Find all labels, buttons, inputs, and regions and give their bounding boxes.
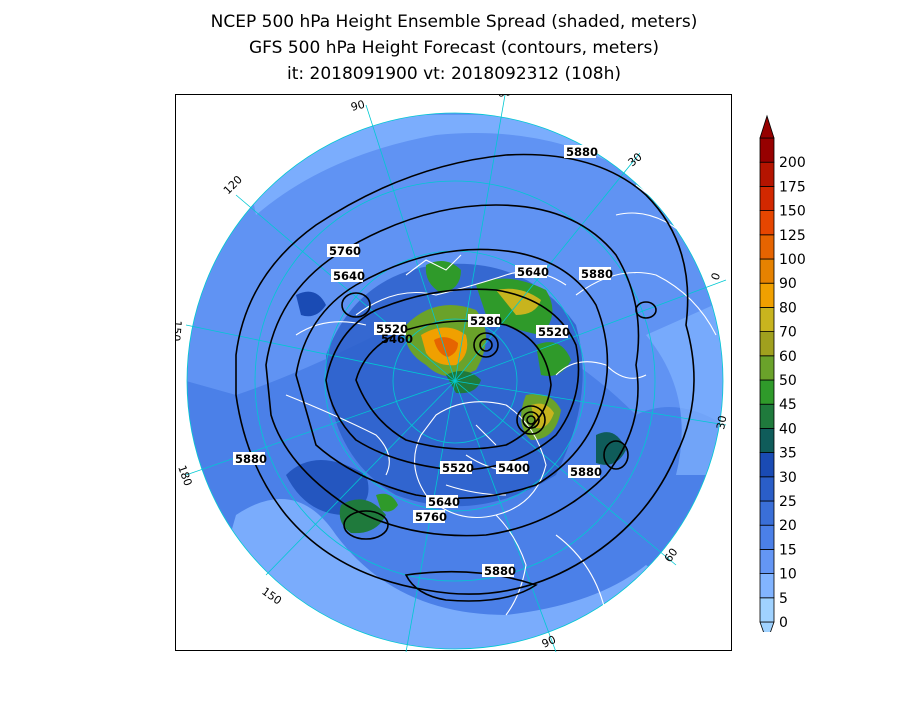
contour-label: 5640 [428,495,460,509]
contour-label: 5400 [498,461,530,475]
colorbar-level-label: 15 [779,542,797,558]
contour-label: 5520 [538,325,570,339]
colorbar-level-label: 5 [779,591,788,607]
colorbar-level-label: 0 [779,615,788,631]
colorbar-level-label: 80 [779,300,797,316]
colorbar-swatch [759,355,775,381]
colorbar-level-label: 40 [779,421,797,437]
title-line-2: GFS 500 hPa Height Forecast (contours, m… [249,38,659,58]
colorbar-swatch [759,210,775,236]
colorbar: 0 5 10 15 20 25 30 35 40 45 50 60 70 80 90 100 125 150 175… [759,114,806,632]
colorbar-level-label: 10 [779,567,797,583]
colorbar-swatch [759,597,775,623]
contour-labels: 5880 5880 5760 5640 5640 5520 5460 5280 … [233,145,613,578]
colorbar-swatch [759,379,775,405]
lon-label-60-top: 60 [497,95,513,100]
spread-shading [187,113,723,649]
lon-label-0: 0 [709,271,724,282]
colorbar-swatch [759,137,775,163]
colorbar-level-label: 200 [779,155,806,171]
contour-label: 5760 [329,244,361,258]
colorbar-extend-low [759,621,775,632]
lon-label-30-right: 30 [714,414,729,430]
colorbar-level-label: 35 [779,446,797,462]
contour-label: 5880 [581,267,613,281]
contour-label: 5520 [442,461,474,475]
lon-label-90-bottom: 90 [540,633,558,651]
colorbar-swatch [759,548,775,574]
colorbar-swatch [759,427,775,453]
contour-label: 5880 [570,465,602,479]
colorbar-level-label: 175 [779,179,806,195]
colorbar-level-label: 20 [779,518,797,534]
colorbar-swatch [759,161,775,187]
contour-label: 5760 [415,510,447,524]
map-frame: 60 30 0 30 60 90 120 150 180 150 120 90 … [175,94,732,652]
colorbar-level-label: 150 [779,204,806,220]
colorbar-level-label: 125 [779,228,806,244]
contour-label: 5880 [235,452,267,466]
lon-label-150-lower: 150 [259,585,284,608]
colorbar-swatch [759,258,775,284]
lon-label-120-bottom: 120 [394,651,416,652]
colorbar-level-label: 100 [779,252,806,268]
colorbar-level-label: 45 [779,397,797,413]
colorbar-level-label: 50 [779,373,797,389]
colorbar-swatch [759,573,775,599]
contour-label: 5880 [566,145,598,159]
contour-label: 5520 [376,322,408,336]
title-line-3: it: 2018091900 vt: 2018092312 (108h) [287,64,621,84]
lon-label-90-upper: 90 [349,98,366,114]
colorbar-swatch [759,452,775,478]
contour-label: 5640 [517,265,549,279]
contour-label: 5640 [333,269,365,283]
colorbar-swatch [759,282,775,308]
colorbar-level-label: 60 [779,349,797,365]
contour-label: 5280 [470,314,502,328]
colorbar-swatch [759,476,775,502]
colorbar-swatch [759,524,775,550]
colorbar-swatch [759,403,775,429]
colorbar-level-label: 70 [779,325,797,341]
colorbar-swatch [759,500,775,526]
colorbar-level-label: 25 [779,494,797,510]
colorbar-swatch [759,306,775,332]
colorbar-level-label: 90 [779,276,797,292]
contour-label: 5880 [484,564,516,578]
lon-label-30-upper: 30 [626,150,645,169]
title-line-1: NCEP 500 hPa Height Ensemble Spread (sha… [210,12,698,32]
contour-label: 5460 [381,332,413,346]
polar-map: 60 30 0 30 60 90 120 150 180 150 120 90 … [176,95,729,652]
colorbar-swatch [759,234,775,260]
lon-label-180: 180 [176,464,195,488]
lon-label-120-upper: 120 [221,173,245,197]
colorbar-level-label: 30 [779,470,797,486]
colorbar-extend-high [759,114,775,139]
lon-label-150-left: 150 [176,320,184,342]
colorbar-swatch [759,186,775,212]
graticule [185,95,727,652]
colorbar-swatch [759,331,775,357]
